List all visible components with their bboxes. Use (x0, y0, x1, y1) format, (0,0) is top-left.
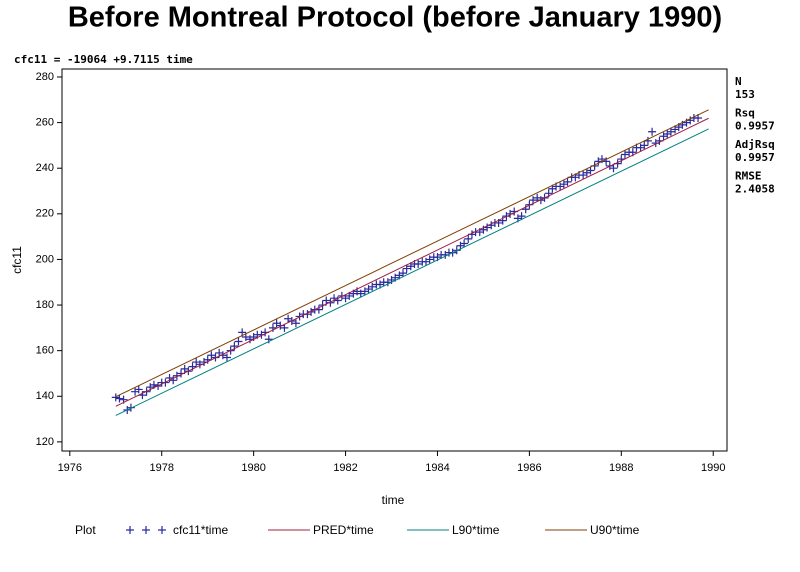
stat-label: Rsq (735, 107, 755, 120)
x-tick-label: 1980 (241, 462, 265, 474)
point (425, 255, 434, 264)
point (134, 385, 143, 394)
y-tick-label: 200 (36, 253, 54, 265)
point (314, 305, 323, 314)
stat-value: 0.9957 (735, 120, 775, 133)
point (111, 393, 120, 402)
y-tick-label: 160 (36, 345, 54, 357)
x-tick-label: 1990 (701, 462, 725, 474)
point (399, 269, 408, 278)
equation: cfc11 = -19064 +9.7115 time (14, 53, 193, 66)
line (115, 109, 709, 398)
stat-value: 2.4058 (735, 183, 775, 196)
point (563, 177, 572, 186)
y-tick-label: 280 (36, 71, 54, 83)
legend-label: PRED*time (313, 523, 374, 537)
point (464, 234, 473, 243)
x-tick-label: 1986 (517, 462, 541, 474)
point (169, 376, 178, 385)
legend-label: L90*time (452, 523, 500, 537)
chart-title: Before Montreal Protocol (before January… (68, 2, 722, 34)
x-axis-label: time (382, 493, 405, 507)
point (666, 127, 675, 136)
plot-frame (61, 68, 728, 452)
point (648, 127, 657, 136)
point (529, 196, 538, 205)
stat-label: RMSE (735, 170, 762, 183)
x-tick-label: 1988 (609, 462, 633, 474)
point (203, 355, 212, 364)
y-tick-label: 140 (36, 390, 54, 402)
legend-swatch (126, 526, 166, 534)
stat-value: 153 (735, 88, 755, 101)
point (402, 264, 411, 273)
legend-title: Plot (75, 523, 96, 537)
y-tick-label: 240 (36, 162, 54, 174)
x-tick-label: 1984 (425, 462, 449, 474)
y-tick-label: 120 (36, 436, 54, 448)
point (322, 296, 331, 305)
y-tick-label: 220 (36, 208, 54, 220)
point (291, 319, 300, 328)
line (115, 128, 709, 416)
point (517, 212, 526, 221)
point (222, 353, 231, 362)
y-tick-label: 180 (36, 299, 54, 311)
point (264, 335, 273, 344)
point (268, 323, 277, 332)
point (234, 337, 243, 346)
point (609, 164, 618, 173)
legend-label: cfc11*time (173, 523, 228, 537)
point (207, 351, 216, 360)
y-tick-label: 260 (36, 117, 54, 129)
line (115, 117, 709, 407)
x-tick-label: 1982 (333, 462, 357, 474)
stat-value: 0.9957 (735, 151, 775, 164)
point (333, 296, 342, 305)
point (460, 239, 469, 248)
point (586, 166, 595, 175)
point (525, 200, 534, 209)
x-tick-label: 1978 (149, 462, 173, 474)
point (640, 141, 649, 150)
point (326, 298, 335, 307)
point (521, 205, 530, 214)
point (280, 323, 289, 332)
point (115, 394, 124, 403)
legend-label: U90*time (590, 523, 640, 537)
y-axis-label: cfc11 (10, 246, 24, 274)
point (318, 301, 327, 310)
point (602, 157, 611, 166)
stat-label: N (735, 75, 742, 88)
point (414, 259, 423, 268)
point (620, 150, 629, 159)
point (368, 282, 377, 291)
x-tick-label: 1976 (58, 462, 82, 474)
stat-label: AdjRsq (735, 138, 775, 151)
point (356, 289, 365, 298)
